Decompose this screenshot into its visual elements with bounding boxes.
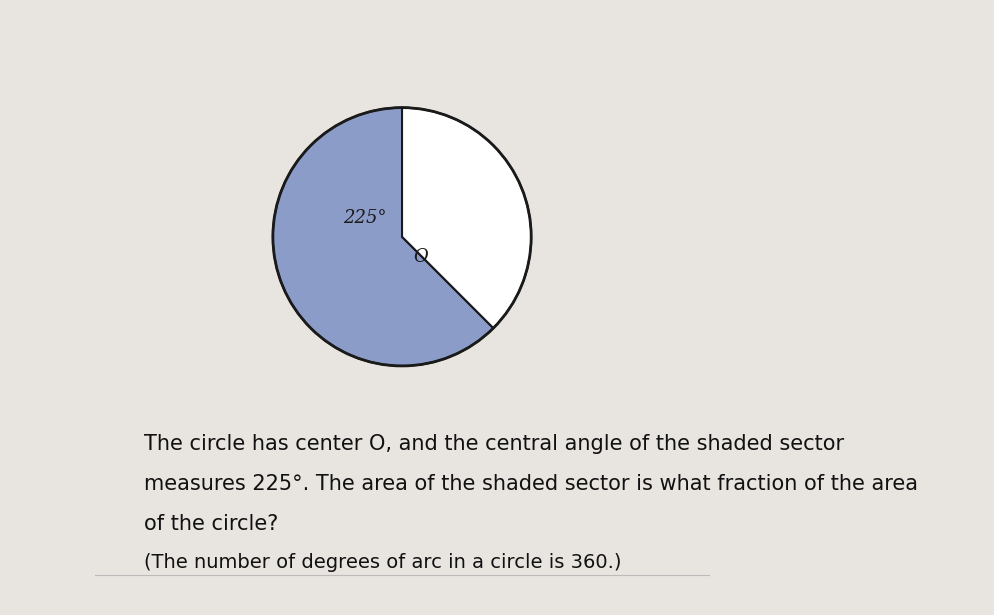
- Wedge shape: [273, 108, 493, 366]
- Text: (The number of degrees of arc in a circle is 360.): (The number of degrees of arc in a circl…: [144, 554, 621, 573]
- Text: 225°: 225°: [343, 209, 387, 228]
- Text: The circle has center O, and the central angle of the shaded sector: The circle has center O, and the central…: [144, 434, 844, 454]
- Text: measures 225°. The area of the shaded sector is what fraction of the area: measures 225°. The area of the shaded se…: [144, 474, 917, 494]
- Wedge shape: [402, 108, 531, 328]
- Text: O: O: [414, 248, 427, 266]
- Text: of the circle?: of the circle?: [144, 514, 278, 534]
